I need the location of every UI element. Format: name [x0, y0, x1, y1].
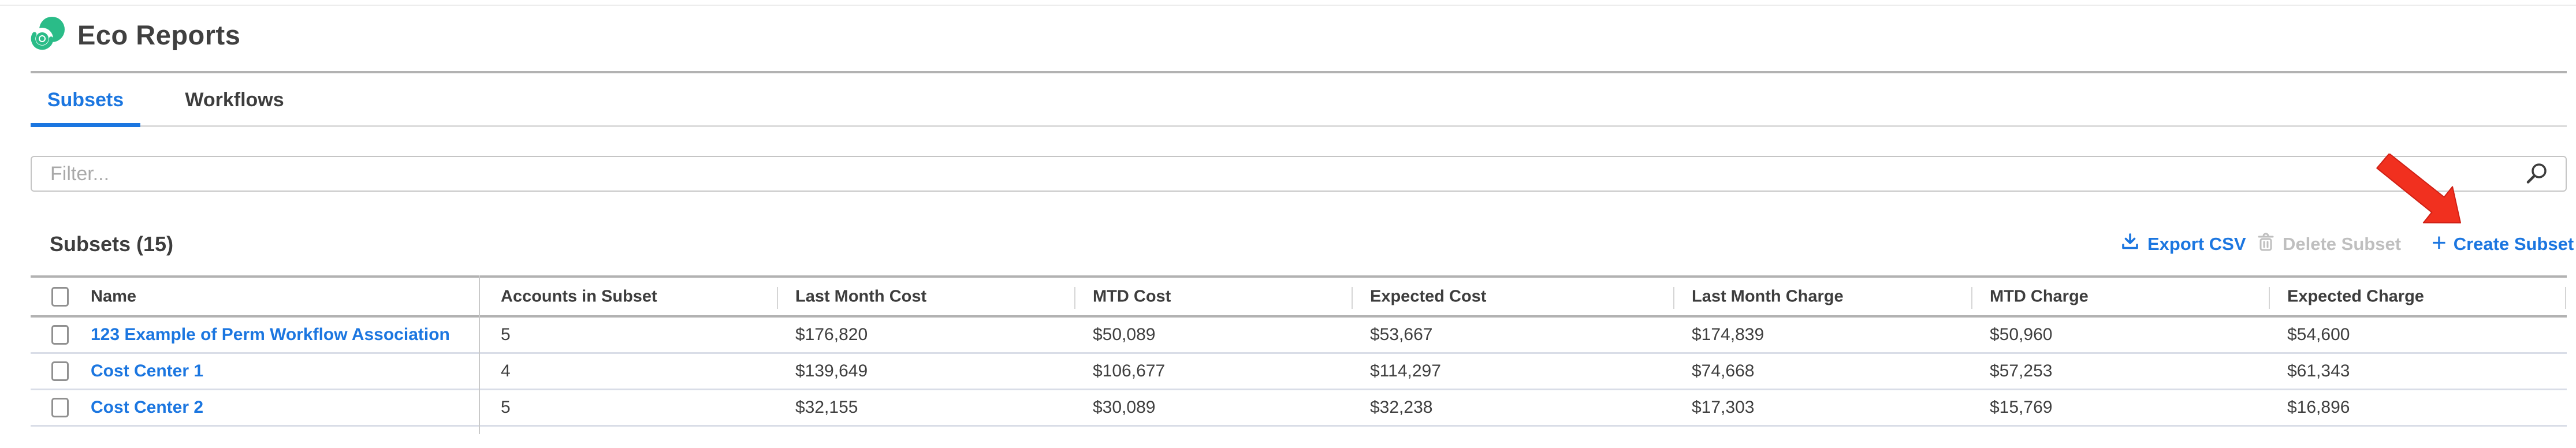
last-month-charge-value: $74,668 — [1692, 361, 1755, 380]
row-checkbox[interactable] — [51, 398, 69, 417]
delete-subset-button[interactable]: Delete Subset — [2256, 230, 2401, 259]
app-header: Eco Reports — [29, 15, 240, 54]
header-divider — [31, 71, 2567, 73]
table-row: Cost Center 2 5 $32,155 $30,089 $32,238 … — [31, 390, 2567, 427]
column-header-expected-charge[interactable]: Expected Charge — [2287, 287, 2424, 305]
mtd-cost-value: $30,089 — [1093, 398, 1156, 417]
table-header-row: Name Accounts in Subset Last Month Cost … — [31, 278, 2567, 318]
header-divider — [2565, 287, 2566, 309]
annotation-arrow-icon — [2375, 153, 2465, 227]
expected-cost-value: $53,667 — [1370, 325, 1433, 344]
column-header-expected-cost[interactable]: Expected Cost — [1370, 287, 1487, 305]
accounts-in-subset-value: 4 — [501, 361, 511, 380]
mtd-cost-value: $106,677 — [1093, 361, 1166, 380]
column-header-last-month-cost[interactable]: Last Month Cost — [795, 287, 927, 305]
header-divider — [2269, 287, 2270, 309]
header-divider — [1074, 287, 1075, 309]
last-month-charge-value: $174,839 — [1692, 325, 1765, 344]
header-divider — [1673, 287, 1674, 309]
export-csv-button[interactable]: Export CSV — [2120, 230, 2246, 259]
table-row: 123 Example of Perm Workflow Association… — [31, 318, 2567, 354]
subsets-count-heading: Subsets (15) — [50, 232, 174, 256]
tab-subsets[interactable]: Subsets — [31, 73, 140, 127]
subsets-table: Name Accounts in Subset Last Month Cost … — [31, 275, 2567, 434]
mtd-cost-value: $50,089 — [1093, 325, 1156, 344]
name-column-border — [479, 275, 480, 434]
expected-cost-value: $32,238 — [1370, 398, 1433, 417]
column-header-mtd-charge[interactable]: MTD Charge — [1990, 287, 2089, 305]
accounts-in-subset-value: 5 — [501, 325, 511, 344]
column-header-mtd-cost[interactable]: MTD Cost — [1093, 287, 1171, 305]
filter-bar — [31, 156, 2567, 192]
active-tab-underline — [31, 123, 140, 127]
table-top-border — [31, 275, 2567, 278]
select-all-checkbox[interactable] — [51, 286, 69, 307]
create-subset-label: Create Subset — [2453, 234, 2574, 254]
delete-subset-label: Delete Subset — [2283, 234, 2402, 254]
last-month-cost-value: $176,820 — [795, 325, 868, 344]
create-subset-button[interactable]: + Create Subset — [2432, 230, 2574, 259]
expected-charge-value: $61,343 — [2287, 361, 2350, 380]
download-icon — [2120, 232, 2141, 257]
tab-workflows-label: Workflows — [185, 89, 284, 111]
column-header-last-month-charge[interactable]: Last Month Charge — [1692, 287, 1844, 305]
eco-reports-logo-icon — [29, 16, 66, 54]
table-row: Cost Center 1 4 $139,649 $106,677 $114,2… — [31, 354, 2567, 390]
row-checkbox[interactable] — [51, 361, 69, 381]
mtd-charge-value: $57,253 — [1990, 361, 2053, 380]
tab-subsets-label: Subsets — [47, 89, 124, 111]
last-month-charge-value: $17,303 — [1692, 398, 1755, 417]
header-divider — [1352, 287, 1353, 309]
filter-input[interactable] — [31, 156, 2567, 192]
subset-name-link[interactable]: Cost Center 1 — [91, 361, 204, 380]
page-title: Eco Reports — [77, 19, 241, 50]
trash-icon — [2256, 231, 2276, 257]
accounts-in-subset-value: 5 — [501, 398, 511, 417]
expected-charge-value: $54,600 — [2287, 325, 2350, 344]
subset-name-link[interactable]: 123 Example of Perm Workflow Association — [91, 325, 450, 344]
expected-charge-value: $16,896 — [2287, 398, 2350, 417]
last-month-cost-value: $139,649 — [795, 361, 868, 380]
subset-name-link[interactable]: Cost Center 2 — [91, 398, 204, 417]
column-header-name[interactable]: Name — [91, 287, 136, 305]
top-hairline — [0, 5, 2576, 6]
tab-bar: Subsets Workflows — [31, 73, 2567, 127]
tab-workflows[interactable]: Workflows — [168, 73, 301, 127]
last-month-cost-value: $32,155 — [795, 398, 858, 417]
header-divider — [777, 287, 778, 309]
search-icon — [2524, 162, 2549, 187]
header-divider — [1971, 287, 1972, 309]
row-checkbox[interactable] — [51, 325, 69, 345]
column-header-accounts-in-subset[interactable]: Accounts in Subset — [501, 287, 657, 305]
plus-icon: + — [2432, 229, 2447, 257]
expected-cost-value: $114,297 — [1370, 361, 1441, 380]
tab-baseline — [31, 125, 2567, 127]
export-csv-label: Export CSV — [2147, 234, 2246, 254]
mtd-charge-value: $50,960 — [1990, 325, 2053, 344]
mtd-charge-value: $15,769 — [1990, 398, 2053, 417]
